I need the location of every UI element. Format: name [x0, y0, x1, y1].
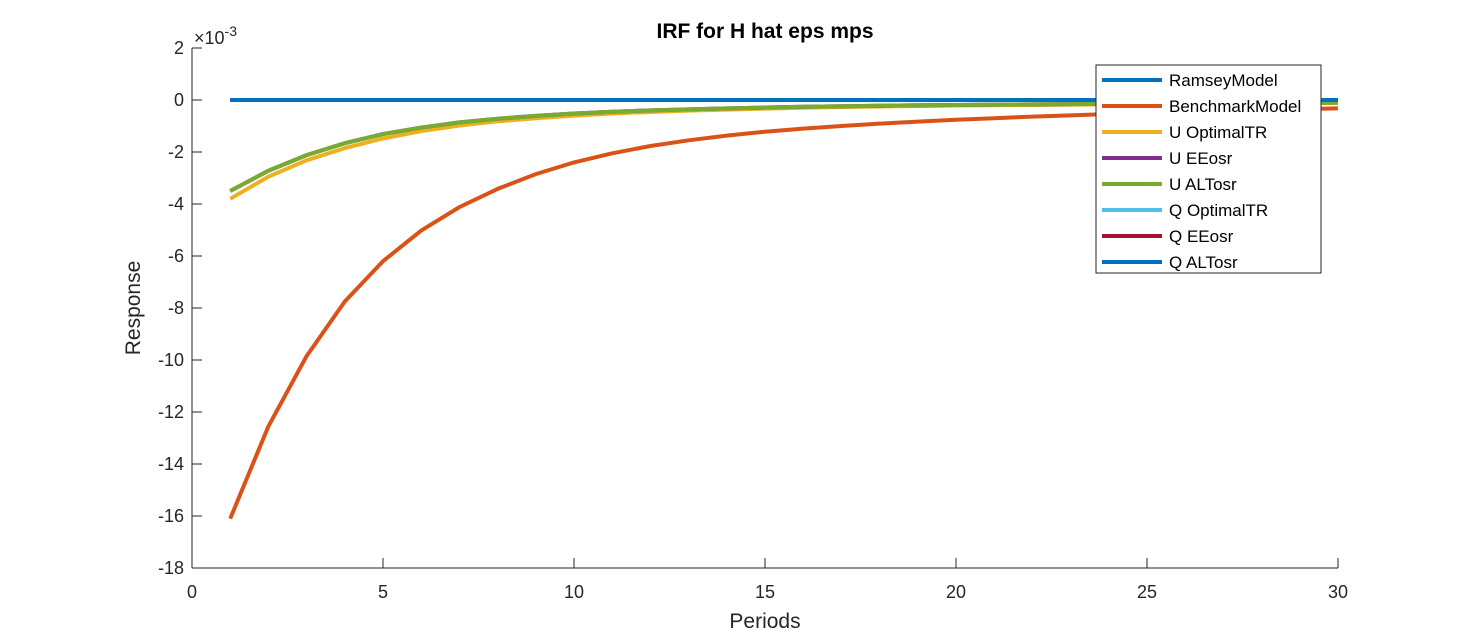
- legend-label: U ALTosr: [1169, 175, 1237, 194]
- x-ticks: 0 5 10 15 20 25 30: [187, 558, 1348, 602]
- legend-box: [1095, 64, 1322, 274]
- legend-label: U OptimalTR: [1169, 123, 1267, 142]
- legend-label: Q OptimalTR: [1169, 201, 1268, 220]
- x-tick-label: 0: [187, 582, 197, 602]
- legend-item: Q ALTosr: [1102, 253, 1238, 272]
- legend-item: Q OptimalTR: [1102, 201, 1268, 220]
- legend-item: BenchmarkModel: [1102, 97, 1301, 116]
- x-tick-label: 15: [755, 582, 775, 602]
- y-tick-label: -6: [168, 246, 184, 266]
- legend-item: U ALTosr: [1102, 175, 1237, 194]
- y-tick-label: -8: [168, 298, 184, 318]
- y-tick-label: -2: [168, 142, 184, 162]
- y-tick-label: 2: [174, 38, 184, 58]
- legend-label: RamseyModel: [1169, 71, 1278, 90]
- y-tick-label: -18: [158, 558, 184, 578]
- x-tick-label: 10: [564, 582, 584, 602]
- legend-label: U EEosr: [1169, 149, 1233, 168]
- legend-label: Q ALTosr: [1169, 253, 1238, 272]
- chart-title: IRF for H hat eps mps: [656, 20, 873, 43]
- y-ticks: 2 0 -2 -4 -6 -8 -10 -12 -14 -16 -18: [158, 38, 202, 578]
- y-tick-label: -14: [158, 454, 184, 474]
- y-tick-label: 0: [174, 90, 184, 110]
- y-exponent-power: -3: [225, 23, 238, 39]
- legend-item: U EEosr: [1102, 149, 1233, 168]
- y-tick-label: -16: [158, 506, 184, 526]
- x-tick-label: 20: [946, 582, 966, 602]
- y-exponent-label: ×10-3: [194, 23, 237, 48]
- x-tick-label: 25: [1137, 582, 1157, 602]
- x-tick-label: 5: [378, 582, 388, 602]
- legend-item: Q EEosr: [1102, 227, 1234, 246]
- y-axis-label: Response: [122, 261, 145, 356]
- y-tick-label: -10: [158, 350, 184, 370]
- legend-label: BenchmarkModel: [1169, 97, 1301, 116]
- legend-item: RamseyModel: [1102, 71, 1278, 90]
- legend-items: RamseyModel BenchmarkModel U OptimalTR U EE…: [1102, 71, 1301, 272]
- y-exponent-base: ×10: [194, 28, 225, 48]
- y-tick-label: -4: [168, 194, 184, 214]
- legend-item: U OptimalTR: [1102, 123, 1267, 142]
- x-tick-label: 30: [1328, 582, 1348, 602]
- legend[interactable]: RamseyModel BenchmarkModel U OptimalTR U EE…: [1095, 64, 1322, 274]
- y-tick-label: -12: [158, 402, 184, 422]
- x-axis-label: Periods: [729, 610, 800, 633]
- legend-label: Q EEosr: [1169, 227, 1234, 246]
